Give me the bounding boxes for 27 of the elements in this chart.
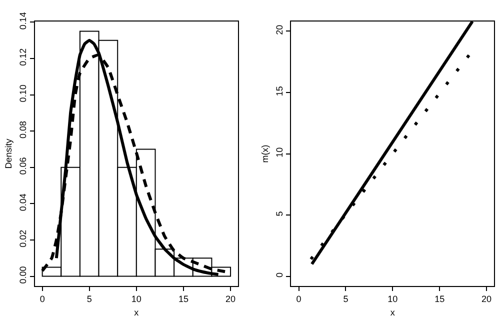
x-tick-label: 5 (343, 294, 348, 304)
x-axis-title: x (390, 308, 396, 318)
x-tick-label: 5 (86, 294, 92, 304)
x-tick-label: 0 (40, 294, 45, 304)
y-tick-label: 0.04 (18, 194, 28, 212)
x-tick-label: 0 (296, 294, 302, 304)
y-axis-title: m(x) (260, 144, 270, 163)
x-tick-label: 20 (482, 294, 492, 304)
y-tick-label: 20 (274, 24, 285, 35)
y-tick-label: 0.14 (18, 12, 28, 30)
x-tick-label: 15 (178, 294, 188, 304)
y-axis-title: Density (4, 138, 14, 169)
y-tick-label: 10 (274, 147, 285, 158)
x-tick-label: 10 (131, 294, 142, 304)
y-tick-label: 0.12 (18, 48, 28, 66)
y-tick-label: 0 (274, 272, 285, 278)
x-tick-label: 15 (434, 294, 445, 304)
x-axis-title: x (134, 308, 140, 318)
x-tick-label: 10 (388, 294, 398, 304)
y-tick-label: 0.08 (18, 120, 28, 138)
y-tick-label: 0.00 (18, 266, 28, 284)
y-tick-label: 5 (274, 211, 285, 216)
y-tick-label: 0.02 (18, 230, 28, 248)
y-tick-label: 15 (274, 86, 285, 96)
y-tick-label: 0.06 (18, 157, 28, 175)
y-tick-label: 0.10 (18, 84, 28, 102)
x-tick-label: 20 (226, 294, 236, 304)
